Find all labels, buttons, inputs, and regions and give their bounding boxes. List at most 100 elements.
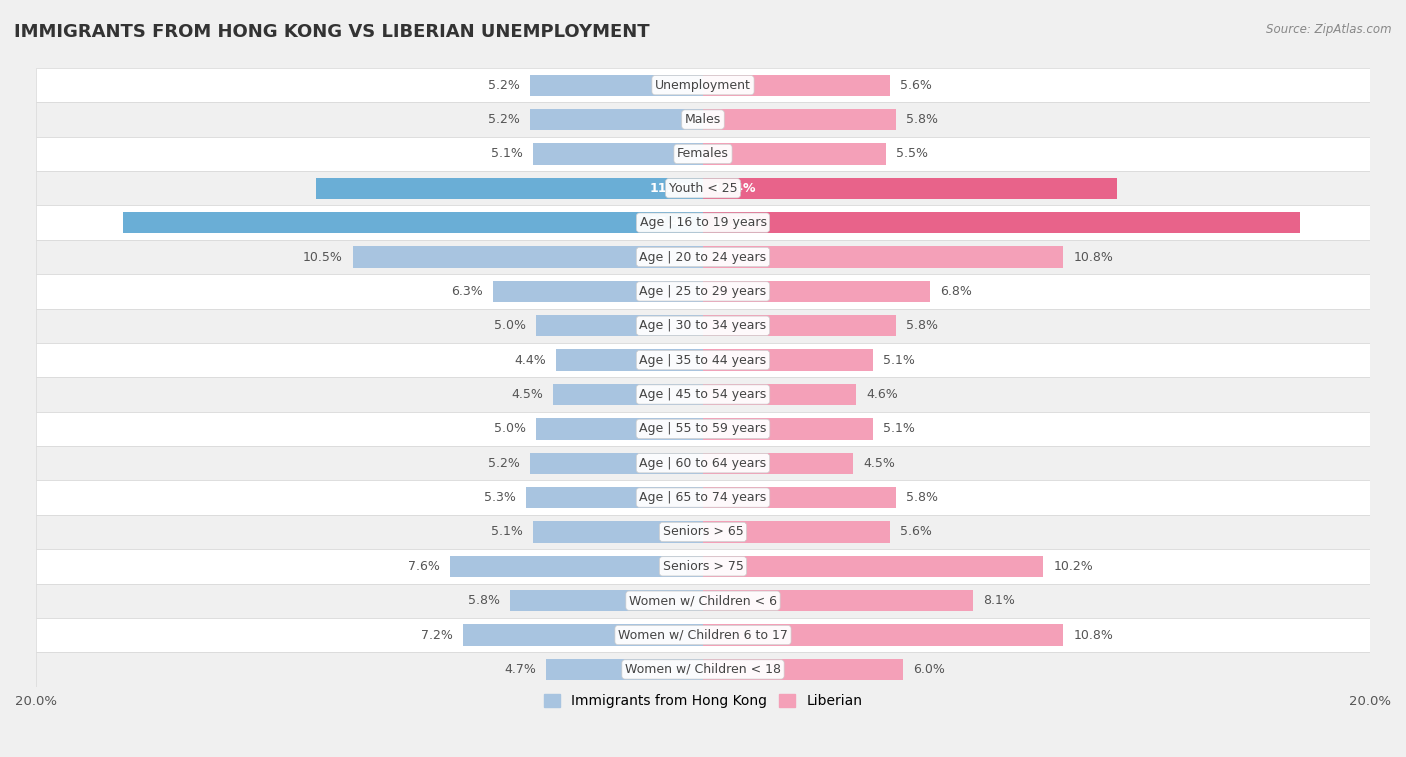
Text: Age | 25 to 29 years: Age | 25 to 29 years <box>640 285 766 298</box>
Bar <box>553 384 703 405</box>
Text: Seniors > 75: Seniors > 75 <box>662 560 744 573</box>
Text: 5.1%: 5.1% <box>491 148 523 160</box>
Text: 8.1%: 8.1% <box>983 594 1015 607</box>
Text: 7.2%: 7.2% <box>420 628 453 641</box>
Text: 4.5%: 4.5% <box>510 388 543 401</box>
Bar <box>533 522 703 543</box>
Bar <box>353 246 703 268</box>
Bar <box>37 618 1369 653</box>
Bar <box>37 481 1369 515</box>
Text: Males: Males <box>685 113 721 126</box>
Legend: Immigrants from Hong Kong, Liberian: Immigrants from Hong Kong, Liberian <box>538 689 868 714</box>
Bar <box>37 68 1369 102</box>
Bar <box>703 109 897 130</box>
Text: 4.6%: 4.6% <box>866 388 898 401</box>
Bar <box>703 384 856 405</box>
Text: 6.0%: 6.0% <box>912 663 945 676</box>
Text: 5.0%: 5.0% <box>495 422 526 435</box>
Bar <box>37 343 1369 377</box>
Text: 5.3%: 5.3% <box>484 491 516 504</box>
Text: 5.1%: 5.1% <box>883 354 915 366</box>
Bar <box>703 212 1301 233</box>
Text: 4.4%: 4.4% <box>515 354 547 366</box>
Bar <box>703 487 897 508</box>
Text: Age | 60 to 64 years: Age | 60 to 64 years <box>640 456 766 469</box>
Text: Age | 55 to 59 years: Age | 55 to 59 years <box>640 422 766 435</box>
Bar <box>703 659 903 680</box>
Text: 11.6%: 11.6% <box>650 182 693 195</box>
Text: Females: Females <box>678 148 728 160</box>
Bar <box>37 377 1369 412</box>
Bar <box>703 556 1043 577</box>
Bar <box>37 412 1369 446</box>
Text: 5.8%: 5.8% <box>907 319 938 332</box>
Bar <box>557 350 703 371</box>
Bar <box>509 590 703 612</box>
Text: 5.5%: 5.5% <box>897 148 928 160</box>
Bar <box>530 74 703 96</box>
Bar <box>526 487 703 508</box>
Bar <box>316 178 703 199</box>
Bar <box>703 74 890 96</box>
Bar <box>533 143 703 164</box>
Bar <box>703 315 897 336</box>
Bar <box>536 315 703 336</box>
Text: 5.6%: 5.6% <box>900 79 932 92</box>
Text: 10.5%: 10.5% <box>302 251 343 263</box>
Text: Source: ZipAtlas.com: Source: ZipAtlas.com <box>1267 23 1392 36</box>
Text: 17.4%: 17.4% <box>650 217 693 229</box>
Text: Age | 30 to 34 years: Age | 30 to 34 years <box>640 319 766 332</box>
Text: 10.2%: 10.2% <box>1053 560 1092 573</box>
Bar <box>463 625 703 646</box>
Text: 5.2%: 5.2% <box>488 79 520 92</box>
Bar <box>703 143 886 164</box>
Bar <box>547 659 703 680</box>
Bar <box>37 274 1369 309</box>
Text: 4.7%: 4.7% <box>505 663 536 676</box>
Text: Youth < 25: Youth < 25 <box>669 182 737 195</box>
Text: Age | 16 to 19 years: Age | 16 to 19 years <box>640 217 766 229</box>
Text: 10.8%: 10.8% <box>1073 628 1114 641</box>
Bar <box>494 281 703 302</box>
Text: Women w/ Children < 18: Women w/ Children < 18 <box>626 663 780 676</box>
Text: 5.2%: 5.2% <box>488 456 520 469</box>
Text: IMMIGRANTS FROM HONG KONG VS LIBERIAN UNEMPLOYMENT: IMMIGRANTS FROM HONG KONG VS LIBERIAN UN… <box>14 23 650 41</box>
Text: Age | 35 to 44 years: Age | 35 to 44 years <box>640 354 766 366</box>
Text: Age | 45 to 54 years: Age | 45 to 54 years <box>640 388 766 401</box>
Bar <box>703 625 1063 646</box>
Bar <box>37 446 1369 481</box>
Text: 6.3%: 6.3% <box>451 285 482 298</box>
Bar <box>37 653 1369 687</box>
Bar <box>703 418 873 440</box>
Bar <box>37 515 1369 549</box>
Bar <box>536 418 703 440</box>
Bar <box>703 246 1063 268</box>
Bar <box>703 178 1116 199</box>
Text: Unemployment: Unemployment <box>655 79 751 92</box>
Bar <box>37 549 1369 584</box>
Text: 5.1%: 5.1% <box>491 525 523 538</box>
Text: 10.8%: 10.8% <box>1073 251 1114 263</box>
Bar <box>37 171 1369 205</box>
Text: 4.5%: 4.5% <box>863 456 896 469</box>
Bar <box>37 240 1369 274</box>
Text: 12.4%: 12.4% <box>713 182 756 195</box>
Text: 5.6%: 5.6% <box>900 525 932 538</box>
Bar <box>37 102 1369 137</box>
Text: 5.0%: 5.0% <box>495 319 526 332</box>
Bar <box>703 281 929 302</box>
Bar <box>37 309 1369 343</box>
Bar <box>122 212 703 233</box>
Bar <box>703 453 853 474</box>
Text: 5.8%: 5.8% <box>907 113 938 126</box>
Bar <box>530 109 703 130</box>
Bar <box>37 584 1369 618</box>
Text: 5.8%: 5.8% <box>907 491 938 504</box>
Text: Women w/ Children 6 to 17: Women w/ Children 6 to 17 <box>619 628 787 641</box>
Bar <box>37 205 1369 240</box>
Text: 7.6%: 7.6% <box>408 560 440 573</box>
Bar <box>703 350 873 371</box>
Text: Age | 20 to 24 years: Age | 20 to 24 years <box>640 251 766 263</box>
Text: Women w/ Children < 6: Women w/ Children < 6 <box>628 594 778 607</box>
Bar <box>703 522 890 543</box>
